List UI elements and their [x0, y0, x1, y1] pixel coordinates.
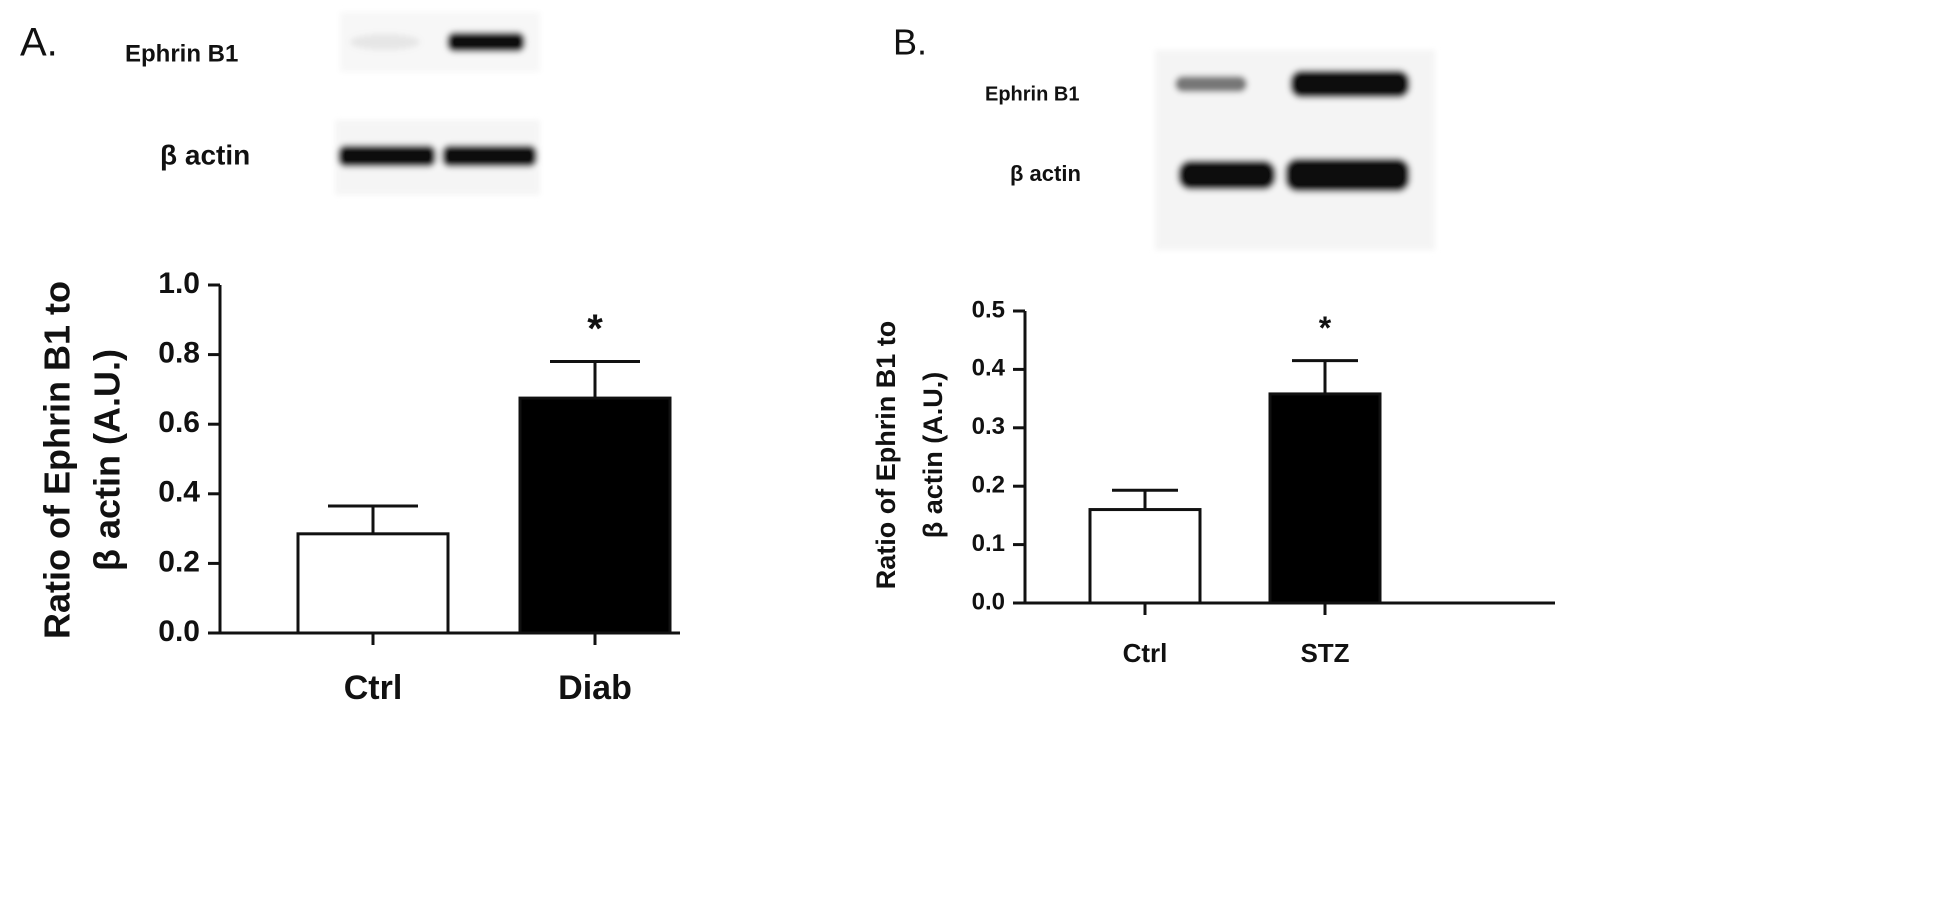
y-axis-label: Ratio of Ephrin B1 to: [871, 321, 901, 589]
x-tick-label: Ctrl: [1123, 638, 1168, 668]
y-tick-label: 0.0: [972, 588, 1005, 615]
significance-mark: *: [587, 307, 603, 351]
x-tick-label: STZ: [1300, 638, 1349, 668]
bar: [1268, 392, 1382, 605]
panel-label: B.: [893, 22, 927, 63]
blot-label: Ephrin B1: [125, 40, 238, 67]
bar: [1088, 508, 1202, 605]
y-tick-label: 0.8: [158, 337, 200, 370]
y-tick-label: 0.3: [972, 413, 1005, 440]
y-axis-label: Ratio of Ephrin B1 to: [37, 281, 78, 639]
blot-label: β actin: [1010, 161, 1081, 186]
y-tick-label: 0.4: [972, 355, 1006, 382]
y-tick-label: 0.1: [972, 530, 1005, 557]
blot-a: [335, 12, 540, 195]
bar: [296, 532, 450, 635]
y-tick-label: 0.2: [972, 472, 1005, 499]
significance-mark: *: [1319, 310, 1332, 346]
blot-b: [1155, 50, 1435, 250]
y-axis-label: β actin (A.U.): [918, 372, 948, 538]
y-tick-label: 1.0: [158, 267, 200, 300]
bar: [518, 396, 672, 635]
y-tick-label: 0.0: [158, 615, 200, 648]
blot-label: Ephrin B1: [985, 83, 1079, 105]
y-tick-label: 0.6: [158, 406, 200, 439]
x-tick-label: Ctrl: [344, 669, 403, 707]
y-tick-label: 0.4: [158, 476, 200, 509]
blot-label: β actin: [160, 139, 250, 170]
y-axis-label: β actin (A.U.): [87, 349, 128, 571]
x-tick-label: Diab: [558, 669, 632, 707]
y-tick-label: 0.2: [158, 545, 200, 578]
panel-label: A.: [20, 21, 58, 65]
y-tick-label: 0.5: [972, 296, 1005, 323]
